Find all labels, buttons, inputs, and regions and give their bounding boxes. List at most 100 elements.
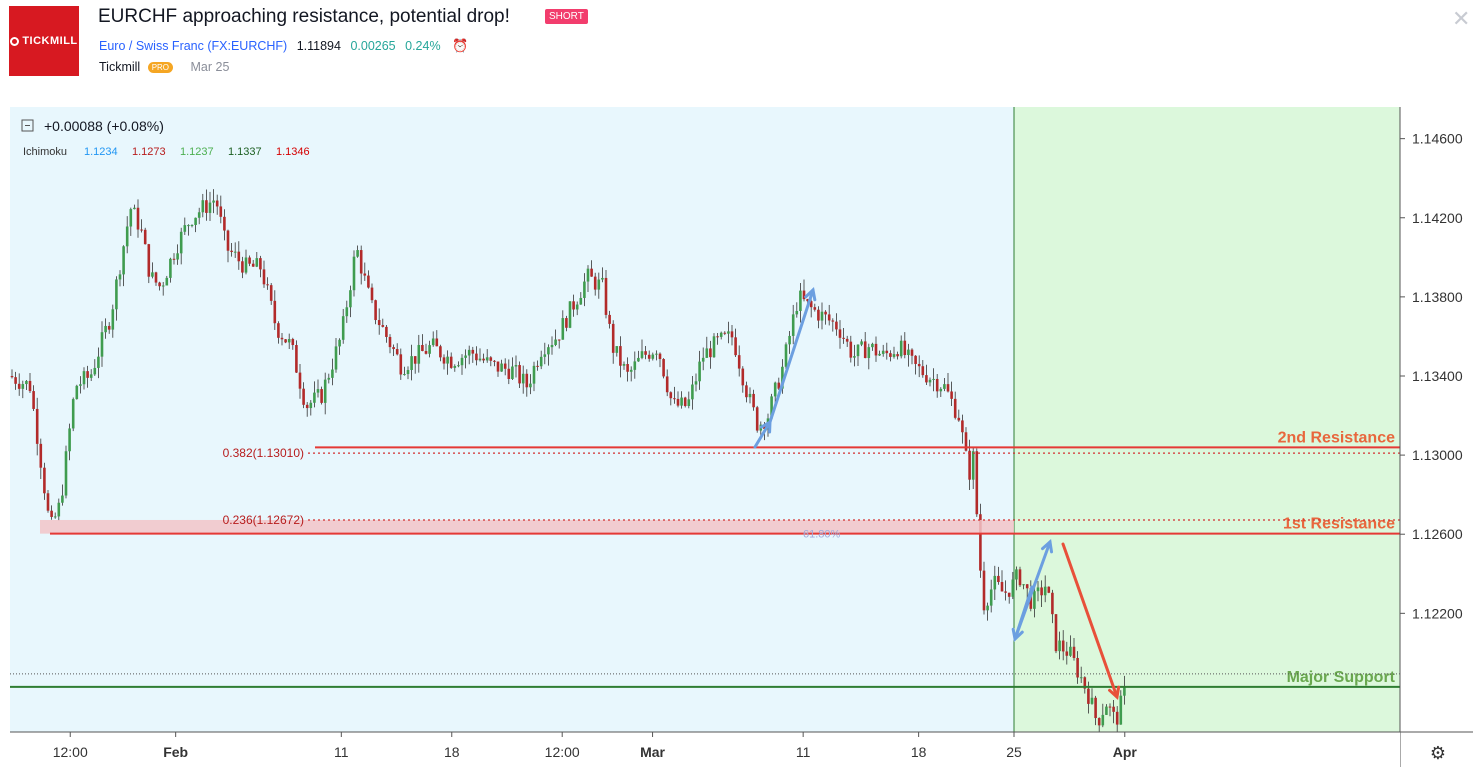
candle-body xyxy=(860,341,863,345)
candle-body xyxy=(979,514,982,571)
candle-body xyxy=(856,344,860,357)
candle-body xyxy=(107,325,111,330)
candle-body xyxy=(1025,584,1029,589)
candle-body xyxy=(21,384,25,389)
candle-body xyxy=(946,384,950,392)
candle-body xyxy=(489,357,493,361)
candle-body xyxy=(1043,586,1047,596)
candle-body xyxy=(334,346,338,370)
tickmill-logo[interactable]: TICKMILL xyxy=(9,6,79,76)
symbol-link[interactable]: Euro / Swiss Franc (FX:EURCHF) xyxy=(99,39,288,53)
y-axis[interactable]: 1.14600 1.14200 1.13800 1.13400 1.13000 1.126… xyxy=(1399,107,1473,767)
logo-mark-icon xyxy=(10,36,20,46)
candle-body xyxy=(514,365,518,367)
candle-body xyxy=(993,575,997,590)
candle-body xyxy=(417,344,421,364)
candle-body xyxy=(388,336,392,348)
alarm-clock-icon[interactable]: ⏰ xyxy=(452,38,469,53)
legend-indicator: Ichimoku xyxy=(23,146,67,158)
candle-body xyxy=(97,356,100,368)
candle-body xyxy=(57,502,61,517)
candle-body xyxy=(1115,711,1119,725)
candle-body xyxy=(705,348,709,358)
candle-body xyxy=(712,336,716,358)
candle-body xyxy=(723,332,727,334)
price-change: 0.00265 xyxy=(350,39,396,53)
candle-body xyxy=(316,389,320,393)
candle-body xyxy=(1061,640,1065,652)
candle-body xyxy=(381,325,385,327)
candle-body xyxy=(1123,686,1126,696)
candle-body xyxy=(237,251,241,262)
candle-body xyxy=(46,493,50,511)
candle-body xyxy=(921,366,925,376)
idea-header: TICKMILL EURCHF approaching resistance, … xyxy=(0,0,1473,100)
candle-body xyxy=(971,451,975,480)
candle-body xyxy=(968,450,971,480)
forecast-arrow-down xyxy=(1061,542,1119,699)
collapse-icon[interactable] xyxy=(21,119,34,132)
candle-body xyxy=(374,300,377,321)
candle-body xyxy=(68,428,71,452)
gear-icon[interactable]: ⚙ xyxy=(1430,743,1446,763)
candle-body xyxy=(349,290,352,308)
idea-title: EURCHF approaching resistance, potential… xyxy=(98,6,510,27)
candle-body xyxy=(176,253,179,260)
candle-body xyxy=(986,605,989,611)
candle-body xyxy=(431,338,435,346)
candle-body xyxy=(129,209,133,227)
candle-body xyxy=(118,274,122,280)
candle-body xyxy=(950,391,953,399)
candle-body xyxy=(550,344,554,348)
x-tick-label: Feb xyxy=(163,744,188,760)
candle-body xyxy=(892,354,896,357)
candle-body xyxy=(651,354,655,359)
candle-body xyxy=(161,285,165,287)
candle-body xyxy=(745,385,748,398)
candle-body xyxy=(410,356,413,371)
candle-body xyxy=(331,369,334,378)
candle-body xyxy=(1097,718,1101,726)
impulse-arrow-up-head xyxy=(804,287,817,302)
candle-body xyxy=(935,378,939,392)
candle-body xyxy=(482,358,485,361)
candle-body xyxy=(86,371,89,378)
x-axis[interactable]: 12:00 Feb 11 18 12:00 Mar 11 18 25 Apr xyxy=(10,731,1473,767)
candle-body xyxy=(241,261,244,273)
x-axis-bg xyxy=(10,732,1400,767)
candle-body xyxy=(370,287,374,301)
candle-body xyxy=(975,451,979,515)
candle-body xyxy=(964,432,968,451)
candle-body xyxy=(1022,584,1025,586)
y-tick-label: 1.14600 xyxy=(1412,131,1463,147)
candle-body xyxy=(676,398,680,406)
last-price: 1.11894 xyxy=(296,39,341,53)
candle-body xyxy=(140,229,143,231)
pullback-arrow-up xyxy=(1013,540,1052,641)
candle-body xyxy=(356,250,359,257)
candle-body xyxy=(568,301,572,328)
y-tick-label: 1.12600 xyxy=(1412,526,1463,542)
fib-faint-label: 61.80% xyxy=(803,529,841,541)
candle-body xyxy=(125,226,129,247)
x-tick-label: 25 xyxy=(1006,744,1022,760)
candle-body xyxy=(1040,587,1043,596)
x-tick-label: 11 xyxy=(796,744,811,760)
author-name[interactable]: Tickmill xyxy=(99,60,141,74)
candle-body xyxy=(507,368,511,379)
candle-body xyxy=(604,277,608,315)
candle-body xyxy=(867,347,871,359)
candle-body xyxy=(467,349,471,356)
candle-body xyxy=(363,273,367,276)
author-line: Tickmill PRO Mar 25 xyxy=(99,60,229,74)
close-icon[interactable]: ✕ xyxy=(1452,6,1471,31)
candle-body xyxy=(1087,688,1090,704)
candle-body xyxy=(820,311,824,321)
candle-body xyxy=(784,344,788,367)
candle-body xyxy=(727,331,730,334)
candle-body xyxy=(665,376,669,393)
candle-body xyxy=(644,351,647,355)
fib-label: 0.236(1.12672) xyxy=(223,513,304,527)
